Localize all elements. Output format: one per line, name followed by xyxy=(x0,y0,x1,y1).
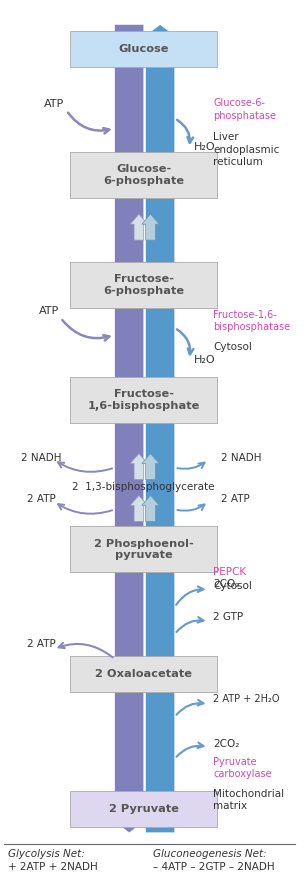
Bar xyxy=(70,31,217,66)
Text: Glucose: Glucose xyxy=(119,44,169,53)
Text: 2  1,3-bisphosphoglycerate: 2 1,3-bisphosphoglycerate xyxy=(72,482,215,493)
Text: 2 GTP: 2 GTP xyxy=(213,612,243,622)
Text: 2 Oxaloacetate: 2 Oxaloacetate xyxy=(95,669,192,679)
Text: Gluconeogenesis Net:: Gluconeogenesis Net: xyxy=(153,849,267,858)
Text: 2CO₂: 2CO₂ xyxy=(213,738,240,749)
Text: ATP: ATP xyxy=(39,306,59,316)
Text: Glucose-
6-phosphate: Glucose- 6-phosphate xyxy=(103,164,184,186)
Polygon shape xyxy=(130,214,148,240)
Text: 2 ATP: 2 ATP xyxy=(27,639,56,649)
Text: 2 Pyruvate: 2 Pyruvate xyxy=(109,804,179,814)
Text: Mitochondrial
matrix: Mitochondrial matrix xyxy=(213,788,285,811)
Polygon shape xyxy=(105,24,153,833)
Polygon shape xyxy=(142,453,159,480)
Text: ATP: ATP xyxy=(44,100,64,109)
Text: H₂O: H₂O xyxy=(194,143,216,152)
Text: 2CO₂: 2CO₂ xyxy=(213,579,240,589)
Polygon shape xyxy=(136,24,184,833)
Text: Cytosol: Cytosol xyxy=(213,581,252,592)
Text: – 4ATP – 2GTP – 2NADH: – 4ATP – 2GTP – 2NADH xyxy=(153,862,275,872)
Text: Fructose-
6-phosphate: Fructose- 6-phosphate xyxy=(103,274,184,296)
Text: Fructose-
1,6-bisphosphate: Fructose- 1,6-bisphosphate xyxy=(87,388,200,410)
Text: Pyruvate
carboxylase: Pyruvate carboxylase xyxy=(213,757,272,780)
Text: 2 ATP + 2H₂O: 2 ATP + 2H₂O xyxy=(213,694,280,704)
Text: + 2ATP + 2NADH: + 2ATP + 2NADH xyxy=(8,862,98,872)
Text: Fructose-1,6-
bisphosphatase: Fructose-1,6- bisphosphatase xyxy=(213,310,290,332)
Bar xyxy=(70,152,217,199)
Polygon shape xyxy=(130,453,148,480)
Text: H₂O: H₂O xyxy=(194,354,216,365)
Text: 2 Phosphoenol-
pyruvate: 2 Phosphoenol- pyruvate xyxy=(94,538,194,560)
Text: Glycolysis Net:: Glycolysis Net: xyxy=(8,849,85,858)
Bar xyxy=(70,791,217,827)
Bar xyxy=(70,527,217,572)
Text: 2 NADH: 2 NADH xyxy=(21,452,62,463)
Polygon shape xyxy=(142,214,159,240)
Text: Glucose-6-
phosphatase: Glucose-6- phosphatase xyxy=(213,99,276,121)
Text: 2 ATP: 2 ATP xyxy=(221,494,250,505)
Bar xyxy=(70,262,217,308)
Bar xyxy=(70,377,217,423)
Polygon shape xyxy=(130,495,148,522)
Text: Cytosol: Cytosol xyxy=(213,342,252,352)
Polygon shape xyxy=(142,495,159,522)
Text: PEPCK: PEPCK xyxy=(213,567,246,578)
Text: 2 NADH: 2 NADH xyxy=(221,452,261,463)
Text: Liver
endoplasmic
reticulum: Liver endoplasmic reticulum xyxy=(213,132,280,167)
Text: 2 ATP: 2 ATP xyxy=(27,494,56,505)
Bar xyxy=(70,656,217,692)
